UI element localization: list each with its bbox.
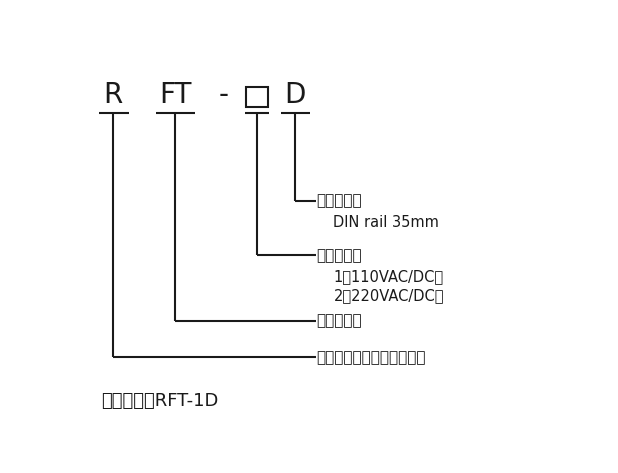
Text: 1（110VAC/DC）: 1（110VAC/DC）: [334, 270, 444, 285]
Bar: [246, 87, 268, 107]
Text: -: -: [218, 81, 228, 109]
Text: 防跳继电器: 防跳继电器: [317, 313, 362, 328]
Text: 安装方式：: 安装方式：: [317, 193, 362, 208]
Text: 订货示例：RFT-1D: 订货示例：RFT-1D: [101, 392, 219, 410]
Text: R: R: [104, 81, 123, 109]
Text: DIN rail 35mm: DIN rail 35mm: [334, 215, 439, 230]
Text: 电压等级：: 电压等级：: [317, 248, 362, 263]
Text: D: D: [284, 81, 306, 109]
Text: 上海聚仁电力科技有限公司: 上海聚仁电力科技有限公司: [317, 350, 426, 365]
Text: FT: FT: [159, 81, 192, 109]
Text: 2（220VAC/DC）: 2（220VAC/DC）: [334, 288, 444, 303]
